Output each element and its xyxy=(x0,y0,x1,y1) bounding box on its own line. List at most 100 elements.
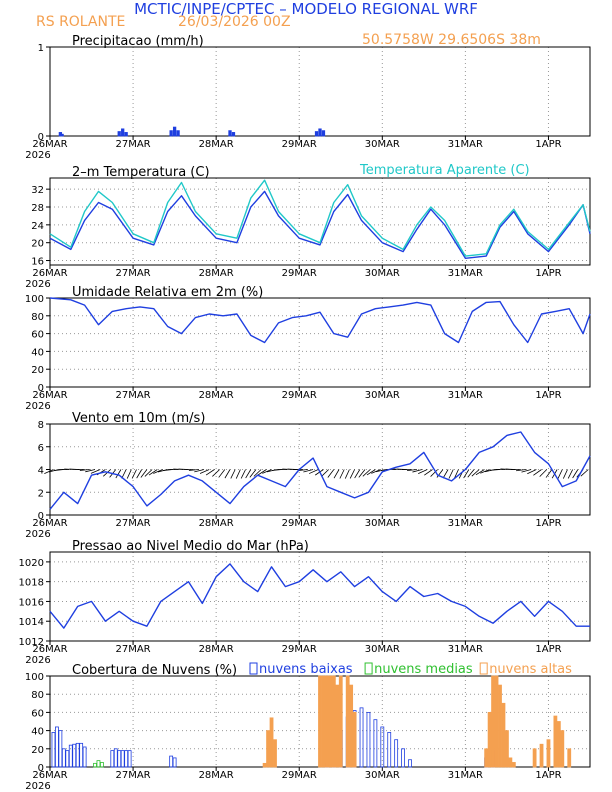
bar-nuvens-baixas xyxy=(58,730,63,768)
wind-barb xyxy=(257,469,267,476)
wind-barb xyxy=(480,469,490,474)
panel-title: 2–m Temperatura (C) xyxy=(72,165,210,180)
wind-barb xyxy=(442,469,449,479)
wind-barb xyxy=(121,469,127,479)
bar-nuvens-baixas xyxy=(366,712,371,768)
x-tick-label: 29MAR xyxy=(282,644,317,655)
bar-nuvens-altas xyxy=(494,675,499,768)
bar-nuvens-altas xyxy=(266,730,270,768)
panel-frame xyxy=(49,423,591,516)
x-tick-label: 26MAR xyxy=(32,268,67,279)
bar-nuvens-medias xyxy=(96,760,101,768)
legend-swatch xyxy=(364,662,373,675)
wind-barb xyxy=(412,469,423,473)
bar-nuvens-altas xyxy=(508,757,513,768)
wind-barb xyxy=(188,469,199,471)
x-tick-label: 28MAR xyxy=(199,644,234,655)
panel-frame xyxy=(49,46,591,137)
y-tick-label: 2 xyxy=(38,488,44,499)
bar-nuvens-baixas xyxy=(387,732,392,768)
x-tick-label: 29MAR xyxy=(282,518,317,529)
bar-nuvens-altas xyxy=(539,743,544,768)
bar-nuvens-altas xyxy=(491,675,495,768)
wind-barb xyxy=(224,469,231,479)
wind-barb xyxy=(344,469,350,479)
wind-barb xyxy=(79,469,90,471)
x-tick-label: 27MAR xyxy=(115,268,150,279)
wind-barb xyxy=(212,469,220,477)
wind-barb xyxy=(308,469,319,474)
wind-barb xyxy=(358,469,366,478)
x-tick-label: 1APR xyxy=(535,770,561,781)
x-tick-label: 28MAR xyxy=(199,139,234,150)
wind-barb xyxy=(218,469,226,478)
bar-nuvens-altas xyxy=(511,762,516,768)
wind-barb xyxy=(539,469,548,477)
bar-nuvens-baixas xyxy=(169,755,174,768)
bar-nuvens-altas xyxy=(505,730,509,768)
bar-nuvens-baixas xyxy=(394,739,399,768)
header-location: RS ROLANTE xyxy=(36,14,125,30)
wind-barb xyxy=(131,469,137,479)
y-tick-label: 0 xyxy=(38,511,44,522)
bar-precip xyxy=(314,131,319,137)
bar-nuvens-baixas xyxy=(75,742,80,768)
bar-precip xyxy=(172,126,177,137)
bar-nuvens-altas xyxy=(335,684,340,768)
panel-rh: 0 20 40 60 80 100 26MAR 27MAR 28MAR 29MAR 30MAR 31M… xyxy=(25,285,591,412)
wind-barb xyxy=(136,469,143,479)
wind-barb xyxy=(321,469,329,477)
x-year-label: 2026 xyxy=(25,529,50,540)
x-tick-label: 31MAR xyxy=(448,518,483,529)
wind-barb xyxy=(199,469,210,474)
bar-nuvens-altas xyxy=(321,675,326,768)
bar-nuvens-altas xyxy=(553,715,558,768)
wind-barb xyxy=(230,469,236,479)
x-tick-label: 29MAR xyxy=(282,139,317,150)
y-tick-label: 8 xyxy=(38,420,44,431)
x-tick-label: 1APR xyxy=(535,390,561,401)
wind-barb xyxy=(249,469,257,478)
bar-nuvens-altas xyxy=(338,675,343,768)
x-tick-label: 30MAR xyxy=(365,770,400,781)
x-tick-label: 28MAR xyxy=(199,268,234,279)
bar-nuvens-baixas xyxy=(110,750,115,768)
x-tick-label: 30MAR xyxy=(365,268,400,279)
wind-barb xyxy=(354,469,361,479)
panel-pres: 1012 1014 1016 1018 1020 26MAR 27MAR 28MAR 29MAR… xyxy=(19,539,591,666)
wind-barb xyxy=(333,469,340,479)
y-tick-label: 1016 xyxy=(19,597,44,608)
x-year-label: 2026 xyxy=(25,279,50,290)
panel-title: Vento em 10m (m/s) xyxy=(72,411,205,426)
bar-nuvens-baixas xyxy=(120,750,125,768)
x-tick-label: 28MAR xyxy=(199,770,234,781)
panel-title: Precipitacao (mm/h) xyxy=(72,34,204,49)
bar-nuvens-altas xyxy=(501,702,506,768)
x-tick-label: 30MAR xyxy=(365,390,400,401)
y-tick-label: 40 xyxy=(31,347,44,358)
bar-nuvens-baixas xyxy=(124,750,129,768)
bar-precip xyxy=(318,128,322,137)
wind-barb xyxy=(471,469,480,477)
bar-nuvens-baixas xyxy=(82,746,87,768)
header-coords: 50.5758W 29.6506S 38m xyxy=(362,32,541,48)
wind-barb xyxy=(240,469,246,479)
wind-barb xyxy=(103,469,111,477)
wind-barb xyxy=(430,469,438,477)
wind-barb xyxy=(436,469,444,478)
wind-barb xyxy=(140,469,148,478)
panel-precip: 0 1 26MAR 27MAR 28MAR 29MAR 30MAR 31MAR 1APR 2026… xyxy=(25,34,591,161)
bar-nuvens-altas xyxy=(345,675,350,768)
x-tick-label: 29MAR xyxy=(282,390,317,401)
bar-nuvens-altas xyxy=(487,712,492,768)
x-year-label: 2026 xyxy=(25,150,50,161)
x-tick-label: 26MAR xyxy=(32,644,67,655)
panel-frame xyxy=(49,551,591,642)
x-tick-label: 1APR xyxy=(535,518,561,529)
bar-nuvens-baixas xyxy=(401,748,405,768)
bar-nuvens-baixas xyxy=(51,732,56,768)
header-title: MCTIC/INPE/CPTEC – MODELO REGIONAL WRF xyxy=(134,0,478,18)
bar-nuvens-altas xyxy=(498,684,502,768)
x-tick-label: 31MAR xyxy=(448,390,483,401)
